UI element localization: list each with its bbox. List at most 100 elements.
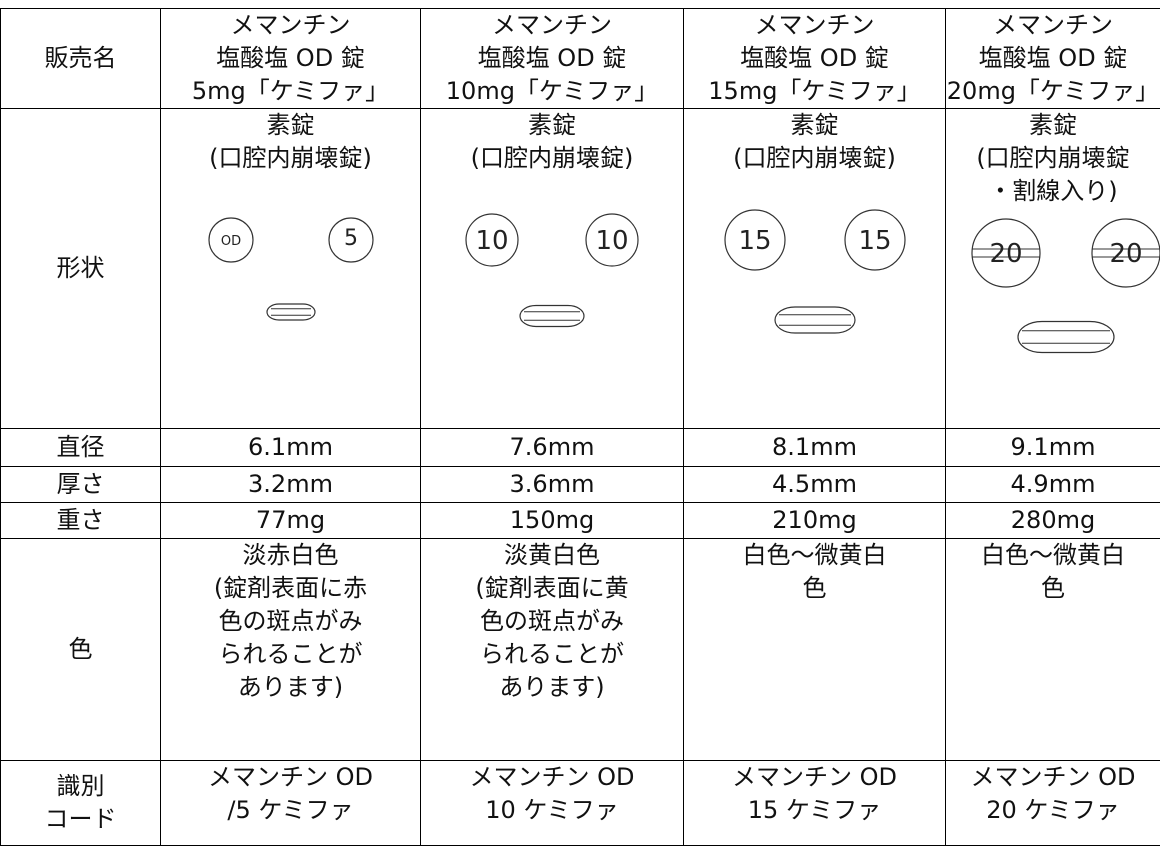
- tablet-side: [1018, 322, 1114, 353]
- cell-line: 重さ: [1, 504, 160, 537]
- row-label: 色: [1, 539, 161, 761]
- row-label: 販売名: [1, 9, 161, 109]
- cell-line: あります): [421, 671, 683, 704]
- cell-line: 280mg: [946, 504, 1160, 537]
- cell-line: あります): [161, 671, 420, 704]
- cell-line: (口腔内崩壊錠): [684, 142, 945, 175]
- cell-line: 厚さ: [1, 468, 160, 501]
- tablet-mark: 10: [475, 226, 508, 256]
- cell-line: (口腔内崩壊錠): [161, 142, 420, 175]
- cell-line: 9.1mm: [946, 431, 1160, 464]
- cell-line: 4.5mm: [684, 468, 945, 501]
- table-cell: 9.1mm: [946, 429, 1160, 467]
- tablet-mark: 15: [738, 226, 771, 256]
- table-cell: 77mg: [161, 503, 421, 539]
- table-cell: 淡赤白色(錠剤表面に赤色の斑点がみられることがあります): [161, 539, 421, 761]
- cell-line: 20 ケミファ: [946, 794, 1160, 827]
- cell-line: 15 ケミファ: [684, 794, 945, 827]
- cell-line: 塩酸塩 OD 錠: [421, 42, 683, 75]
- cell-line: 4.9mm: [946, 468, 1160, 501]
- cell-line: 塩酸塩 OD 錠: [161, 42, 420, 75]
- cell-line: 5mg「ケミファ」: [161, 75, 420, 108]
- cell-line: 7.6mm: [421, 431, 683, 464]
- cell-line: 塩酸塩 OD 錠: [684, 42, 945, 75]
- cell-line: メマンチン OD: [684, 761, 945, 794]
- cell-line: (口腔内崩壊錠): [421, 142, 683, 175]
- tablet-mark: OD: [220, 234, 240, 249]
- cell-line: 色: [1, 633, 160, 666]
- cell-line: 3.2mm: [161, 468, 420, 501]
- cell-line: 素錠: [161, 109, 420, 142]
- cell-line: 150mg: [421, 504, 683, 537]
- tablet-mark: 20: [989, 239, 1022, 269]
- table-cell: 8.1mm: [684, 429, 946, 467]
- cell-line: 直径: [1, 431, 160, 464]
- cell-line: コード: [1, 803, 160, 836]
- cell-line: (錠剤表面に黄: [421, 572, 683, 605]
- table-cell: 7.6mm: [421, 429, 684, 467]
- table-cell: 280mg: [946, 503, 1160, 539]
- table-cell: 6.1mm: [161, 429, 421, 467]
- tablet-mark: 15: [858, 226, 891, 256]
- cell-line: 色の斑点がみ: [421, 605, 683, 638]
- cell-line: 販売名: [1, 42, 160, 75]
- cell-line: 10mg「ケミファ」: [421, 75, 683, 108]
- table-cell: 淡黄白色(錠剤表面に黄色の斑点がみられることがあります): [421, 539, 684, 761]
- tablet-mark: 10: [595, 226, 628, 256]
- table-cell: 4.9mm: [946, 467, 1160, 503]
- cell-line: 15mg「ケミファ」: [684, 75, 945, 108]
- table-cell: 3.6mm: [421, 467, 684, 503]
- cell-line: 色の斑点がみ: [161, 605, 420, 638]
- row-label: 直径: [1, 429, 161, 467]
- table-row: 色淡赤白色(錠剤表面に赤色の斑点がみられることがあります)淡黄白色(錠剤表面に黄…: [1, 539, 1160, 761]
- tablet-side: [775, 307, 855, 333]
- cell-line: メマンチン: [684, 9, 945, 42]
- cell-line: 10 ケミファ: [421, 794, 683, 827]
- cell-line: /5 ケミファ: [161, 794, 420, 827]
- cell-line: メマンチン OD: [421, 761, 683, 794]
- cell-line: 素錠: [684, 109, 945, 142]
- row-label: 形状: [1, 109, 161, 429]
- cell-line: 素錠: [421, 109, 683, 142]
- row-label: 厚さ: [1, 467, 161, 503]
- cell-line: 白色～微黄白: [946, 539, 1160, 572]
- cell-line: (錠剤表面に赤: [161, 572, 420, 605]
- table-cell: メマンチン OD/5 ケミファ: [161, 761, 421, 846]
- cell-line: メマンチン OD: [161, 761, 420, 794]
- table-cell: 150mg: [421, 503, 684, 539]
- table-cell: 210mg: [684, 503, 946, 539]
- cell-line: 白色～微黄白: [684, 539, 945, 572]
- cell-line: 20mg「ケミファ」: [946, 75, 1160, 108]
- cell-line: (口腔内崩壊錠: [946, 142, 1160, 175]
- tablet-image: 10 10: [432, 175, 672, 421]
- table-cell: 白色～微黄白色: [946, 539, 1160, 761]
- table-cell: 3.2mm: [161, 467, 421, 503]
- tablet-side: [520, 306, 584, 327]
- cell-line: 8.1mm: [684, 431, 945, 464]
- cell-line: 210mg: [684, 504, 945, 537]
- cell-line: られることが: [161, 638, 420, 671]
- table-cell: 白色～微黄白色: [684, 539, 946, 761]
- cell-line: 77mg: [161, 504, 420, 537]
- row-label: 重さ: [1, 503, 161, 539]
- cell-line: ・割線入り): [946, 175, 1160, 208]
- cell-line: 淡黄白色: [421, 539, 683, 572]
